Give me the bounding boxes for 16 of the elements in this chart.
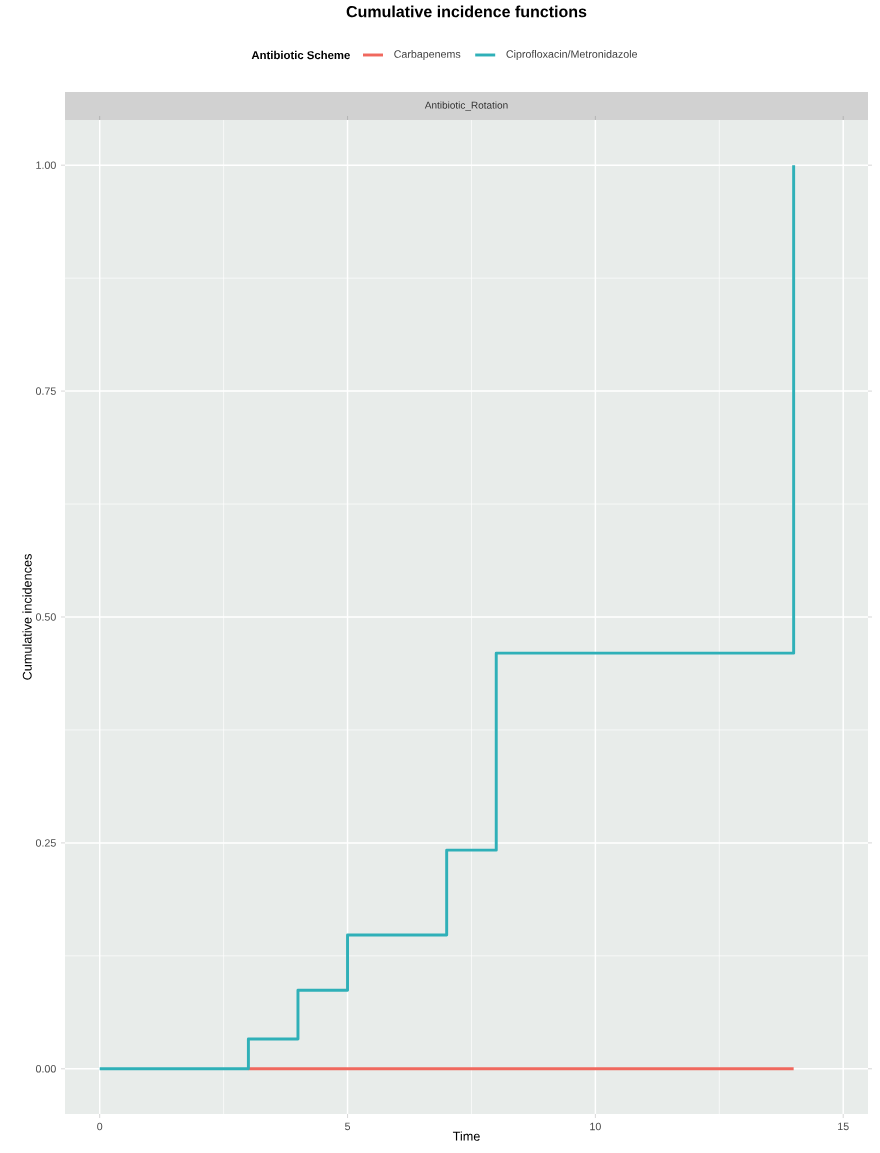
y-tick-label: 0.00 [35, 1065, 56, 1073]
x-tick-label: 5 [344, 1122, 351, 1131]
x-tick-label: 10 [590, 1122, 601, 1131]
legend-title: Antibiotic Scheme [251, 50, 350, 60]
y-tick-label: 0.50 [35, 613, 56, 621]
text: Antibiotic_Rotation [424, 101, 508, 111]
x-tick-label: 15 [838, 1122, 849, 1131]
y-axis-title: Cumulative incidences [22, 554, 32, 680]
y-tick-label: 0.25 [35, 839, 56, 847]
legend-label: Carbapenems [394, 50, 461, 60]
x-axis-title: Time [452, 1131, 480, 1141]
x-tick-label: 0 [97, 1122, 103, 1131]
legend-label: Ciprofloxacin/Metronidazole [506, 50, 638, 60]
y-tick-label: 0.75 [35, 387, 56, 395]
chart-title: Cumulative incidence functions [346, 5, 587, 18]
y-tick-label: 1.00 [36, 161, 56, 169]
